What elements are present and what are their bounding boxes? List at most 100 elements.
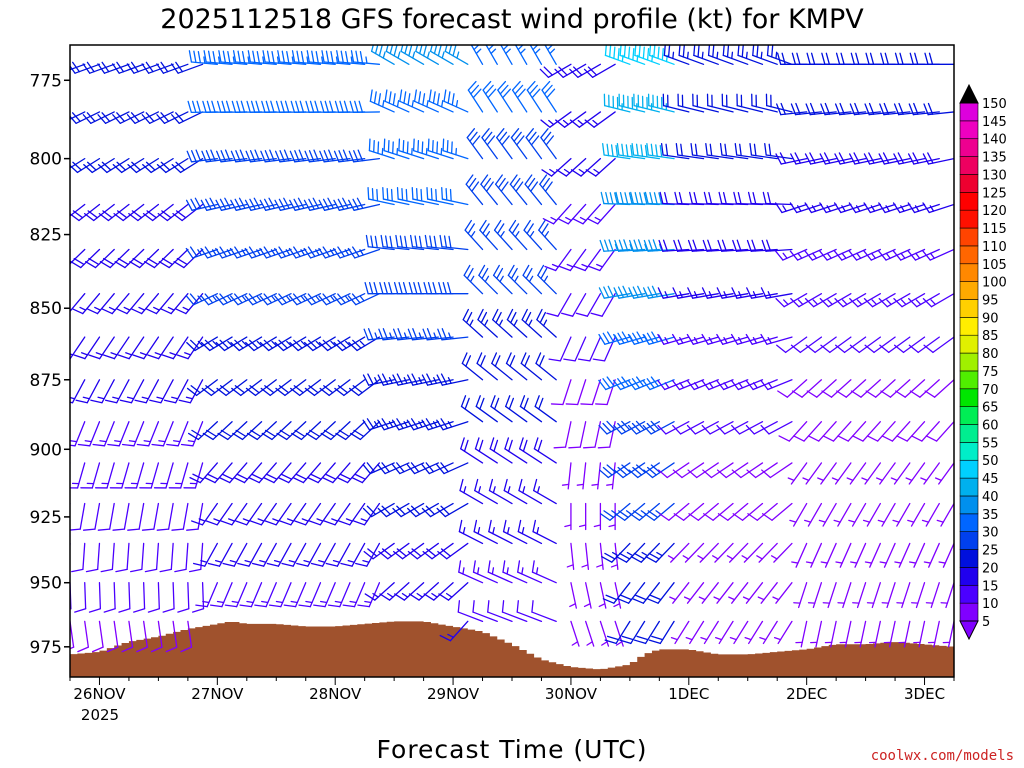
barb-half-feather bbox=[447, 377, 452, 384]
wind-barb bbox=[342, 582, 366, 608]
barb-half-feather bbox=[315, 249, 320, 256]
wind-barb bbox=[104, 379, 130, 404]
wind-barb bbox=[539, 63, 572, 78]
barb-feather bbox=[268, 197, 276, 209]
barb-feather bbox=[386, 187, 389, 201]
wind-barb bbox=[789, 248, 823, 261]
barb-feather bbox=[338, 429, 350, 438]
barb-feather bbox=[653, 192, 658, 205]
barb-feather bbox=[673, 513, 685, 521]
barb-feather bbox=[447, 282, 452, 295]
barb-feather bbox=[442, 282, 447, 295]
wind-barb bbox=[927, 620, 940, 648]
wind-barb bbox=[554, 63, 587, 78]
barb-feather bbox=[470, 84, 480, 95]
barb-feather bbox=[833, 202, 842, 214]
barb-feather bbox=[232, 50, 237, 63]
colorbar-label: 90 bbox=[982, 311, 999, 326]
barb-feather bbox=[868, 102, 875, 115]
barb-feather bbox=[117, 354, 130, 360]
barb-feather bbox=[619, 191, 624, 205]
barb-half-feather bbox=[241, 340, 248, 347]
barb-feather bbox=[531, 560, 535, 573]
barb-feather bbox=[516, 135, 525, 146]
barb-staff bbox=[845, 379, 867, 398]
barb-half-feather bbox=[506, 567, 509, 575]
barb-feather bbox=[898, 102, 904, 115]
barb-half-feather bbox=[664, 336, 669, 344]
wind-barb bbox=[230, 336, 263, 352]
wind-barb bbox=[186, 502, 204, 531]
barb-feather bbox=[731, 287, 738, 299]
barb-feather bbox=[775, 202, 783, 214]
barb-feather bbox=[147, 354, 160, 360]
wind-barb bbox=[474, 437, 498, 464]
barb-feather bbox=[451, 93, 455, 106]
barb-feather bbox=[127, 528, 140, 531]
barb-half-feather bbox=[261, 600, 269, 604]
barb-half-feather bbox=[476, 567, 480, 575]
wind-barb bbox=[618, 93, 646, 113]
wind-barb bbox=[507, 264, 528, 295]
barb-feather bbox=[393, 550, 404, 560]
barb-feather bbox=[318, 341, 329, 352]
barb-feather bbox=[216, 387, 227, 397]
wind-barb bbox=[362, 462, 395, 475]
barb-feather bbox=[741, 45, 744, 58]
barb-feather bbox=[234, 385, 246, 394]
barb-feather bbox=[436, 141, 439, 155]
wind-barb bbox=[147, 336, 174, 360]
barb-feather bbox=[374, 45, 379, 55]
wind-barb bbox=[542, 203, 572, 225]
barb-feather bbox=[189, 293, 199, 304]
barb-half-feather bbox=[212, 340, 219, 347]
barb-half-feather bbox=[782, 252, 788, 259]
barb-feather bbox=[74, 608, 87, 613]
wind-barb bbox=[614, 502, 646, 521]
barb-feather bbox=[448, 235, 452, 249]
barb-feather bbox=[298, 604, 311, 608]
barb-feather bbox=[307, 246, 316, 258]
wind-barb bbox=[810, 620, 823, 648]
barb-feather bbox=[672, 469, 683, 479]
wind-barb bbox=[70, 293, 86, 313]
colorbar-swatch bbox=[959, 459, 979, 479]
barb-half-feather bbox=[432, 421, 438, 428]
barb-feather bbox=[235, 150, 241, 162]
barb-feather bbox=[413, 282, 418, 295]
barb-feather bbox=[234, 198, 242, 210]
wind-barb bbox=[673, 502, 705, 521]
wind-barb bbox=[541, 157, 572, 177]
barb-feather bbox=[220, 520, 233, 526]
barb-feather bbox=[156, 528, 170, 531]
barb-half-feather bbox=[610, 564, 619, 568]
barb-feather bbox=[586, 218, 599, 225]
barb-feather bbox=[606, 143, 610, 157]
barb-feather bbox=[97, 114, 107, 124]
barb-feather bbox=[475, 395, 481, 408]
barb-half-feather bbox=[578, 524, 587, 528]
barb-feather bbox=[630, 556, 642, 563]
wind-barb bbox=[894, 542, 911, 568]
barb-feather bbox=[463, 264, 471, 276]
barb-half-feather bbox=[549, 48, 556, 55]
barb-half-feather bbox=[920, 477, 928, 482]
barb-half-feather bbox=[345, 340, 351, 347]
wind-barb bbox=[318, 293, 351, 306]
barb-half-feather bbox=[682, 555, 690, 560]
barb-feather bbox=[157, 213, 169, 222]
barb-feather bbox=[43, 113, 51, 122]
barb-feather bbox=[337, 385, 349, 394]
barb-feather bbox=[366, 505, 377, 515]
wind-barb bbox=[836, 379, 867, 398]
barb-staff bbox=[70, 248, 86, 265]
wind-barb bbox=[569, 582, 577, 609]
barb-feather bbox=[854, 102, 860, 115]
barb-feather bbox=[57, 569, 68, 571]
barb-feather bbox=[525, 267, 533, 280]
barb-half-feather bbox=[548, 119, 555, 126]
x-tick-label: 1DEC bbox=[668, 685, 709, 703]
barb-staff bbox=[891, 421, 911, 442]
barb-feather bbox=[216, 100, 222, 114]
barb-feather bbox=[688, 513, 699, 521]
